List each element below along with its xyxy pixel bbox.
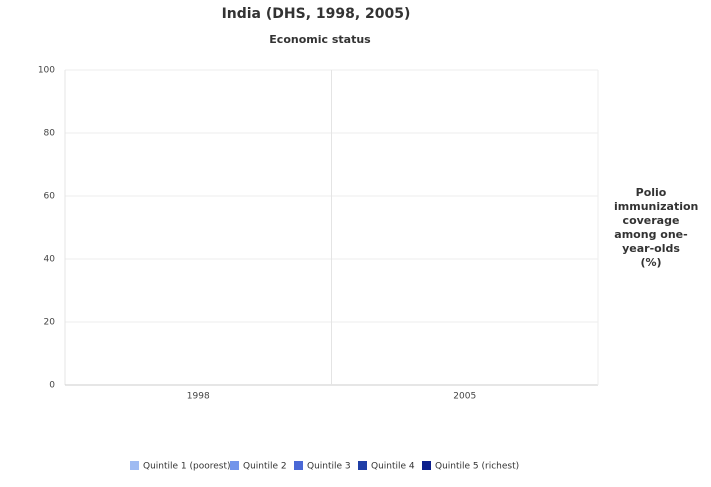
y-tick-label: 100 bbox=[38, 66, 55, 76]
y-tick-label: 40 bbox=[44, 255, 56, 265]
legend-swatch bbox=[422, 461, 431, 470]
chart-title: India (DHS, 1998, 2005) bbox=[222, 6, 411, 22]
legend-label: Quintile 5 (richest) bbox=[435, 462, 519, 472]
y-tick-label: 0 bbox=[49, 381, 55, 391]
legend-swatch bbox=[130, 461, 139, 470]
y-tick-label: 20 bbox=[44, 318, 56, 328]
legend-label: Quintile 4 bbox=[371, 462, 415, 472]
legend-label: Quintile 3 bbox=[307, 462, 351, 472]
x-tick-label: 2005 bbox=[453, 392, 476, 402]
y-tick-label: 60 bbox=[44, 192, 56, 202]
legend-label: Quintile 2 bbox=[243, 462, 287, 472]
legend-swatch bbox=[358, 461, 367, 470]
legend-swatch bbox=[294, 461, 303, 470]
y-tick-label: 80 bbox=[44, 129, 56, 139]
legend-swatch bbox=[230, 461, 239, 470]
legend-label: Quintile 1 (poorest) bbox=[143, 462, 231, 472]
y-axis-label: Polio immunization coverage among one-ye… bbox=[614, 186, 699, 269]
chart-subtitle: Economic status bbox=[269, 33, 371, 46]
x-tick-label: 1998 bbox=[187, 392, 210, 402]
